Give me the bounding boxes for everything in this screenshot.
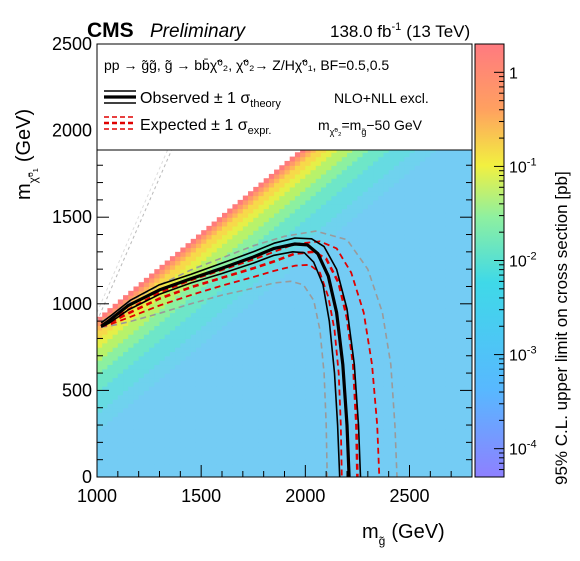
y-tick-label: 500: [62, 380, 92, 400]
x-tick-label: 2000: [285, 486, 325, 506]
z-tick-label: 10-1: [509, 156, 537, 176]
z-axis-label: 95% C.L. upper limit on cross section [p…: [552, 171, 571, 485]
z-tick-label: 10-4: [509, 439, 537, 459]
x-tick-label: 2500: [389, 486, 429, 506]
y-tick-label: 0: [82, 467, 92, 487]
legend-order: NLO+NLL excl.: [334, 90, 429, 106]
x-tick-label: 1500: [181, 486, 221, 506]
y-axis-label: mχ̃⁰₁(GeV): [13, 109, 40, 200]
y-tick-label: 2500: [52, 34, 92, 54]
z-tick-label: 10-3: [509, 345, 537, 365]
y-tick-label: 2000: [52, 121, 92, 141]
z-tick-label: 1: [509, 65, 518, 82]
y-tick-label: 1500: [52, 207, 92, 227]
y-tick-label: 1000: [52, 294, 92, 314]
z-tick-label: 10-2: [509, 251, 537, 271]
lumi-label: 138.0 fb-1(13 TeV): [330, 21, 470, 41]
experiment-label: CMS: [87, 19, 134, 42]
status-label: Preliminary: [150, 21, 247, 42]
x-tick-label: 1000: [77, 486, 117, 506]
legend-process: pp → g̃g̃, g̃ → bb̄χ̃⁰₂, χ̃⁰₂→ Z/Hχ̃⁰₁, …: [104, 57, 389, 73]
x-axis-label: mg̃(GeV): [362, 521, 445, 548]
